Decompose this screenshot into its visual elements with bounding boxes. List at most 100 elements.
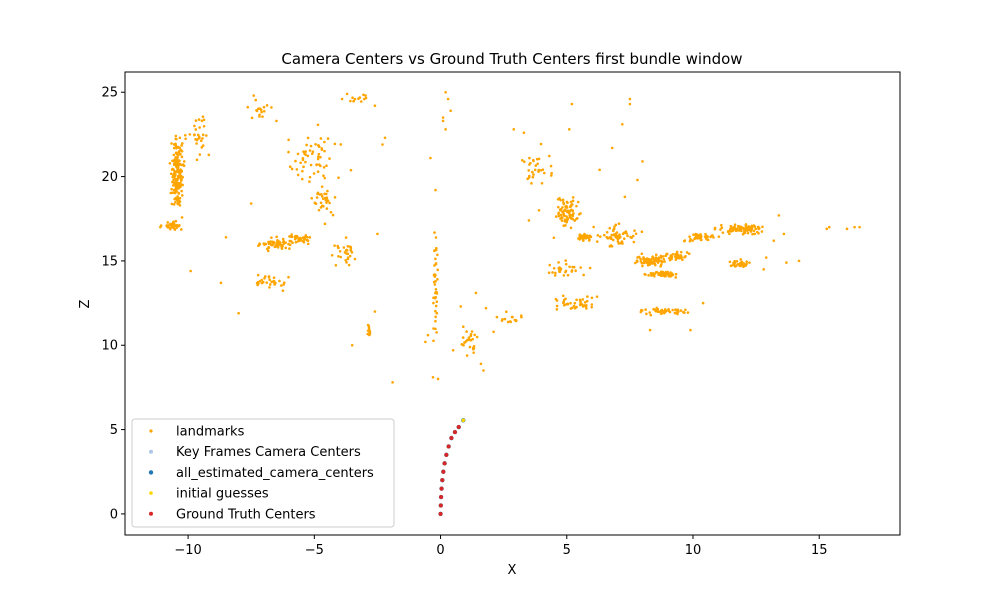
data-point — [180, 189, 183, 193]
data-point — [207, 153, 211, 157]
data-point — [179, 181, 182, 185]
data-point — [202, 118, 206, 122]
data-point — [433, 296, 437, 299]
data-point — [296, 173, 300, 177]
data-point — [671, 308, 674, 312]
data-point — [299, 161, 302, 165]
data-point — [615, 231, 619, 234]
data-point — [262, 105, 266, 109]
data-point — [440, 478, 445, 483]
data-point — [252, 94, 256, 97]
legend-marker — [148, 470, 154, 475]
data-point — [175, 137, 178, 141]
data-point — [434, 309, 437, 313]
data-point — [685, 251, 689, 254]
data-point — [178, 173, 182, 177]
data-point — [640, 230, 644, 234]
data-point — [263, 277, 266, 280]
data-point — [670, 255, 674, 259]
series-1 — [438, 418, 466, 516]
data-point — [531, 170, 534, 174]
data-point — [582, 273, 585, 277]
data-point — [175, 184, 179, 187]
data-point — [180, 163, 183, 167]
data-point — [304, 153, 307, 157]
data-point — [309, 163, 313, 167]
data-point — [180, 155, 184, 159]
data-point — [571, 265, 574, 269]
data-point — [176, 153, 179, 156]
data-point — [559, 198, 562, 202]
data-point — [376, 232, 379, 236]
data-point — [296, 235, 299, 239]
data-point — [611, 238, 615, 242]
data-point — [333, 196, 337, 199]
data-point — [202, 124, 206, 128]
data-point — [172, 203, 176, 206]
data-point — [326, 137, 330, 140]
data-point — [325, 207, 329, 210]
data-point — [189, 269, 192, 273]
data-point — [444, 90, 447, 94]
data-point — [345, 252, 348, 255]
data-point — [658, 272, 662, 275]
data-point — [171, 191, 175, 195]
data-point — [531, 175, 535, 179]
data-point — [319, 137, 323, 140]
data-point — [664, 274, 667, 278]
data-point — [561, 198, 565, 202]
data-point — [308, 175, 312, 179]
data-point — [679, 309, 683, 312]
data-point — [598, 168, 601, 172]
data-point — [686, 311, 690, 314]
data-point — [648, 311, 652, 314]
data-point — [641, 309, 644, 312]
data-point — [434, 319, 437, 323]
data-point — [366, 332, 369, 336]
data-point — [328, 201, 331, 205]
data-point — [706, 238, 710, 242]
data-point — [201, 115, 205, 118]
data-point — [441, 119, 445, 123]
data-point — [301, 239, 305, 243]
data-point — [270, 106, 273, 109]
data-point — [674, 276, 678, 279]
data-point — [575, 204, 578, 208]
data-point — [177, 170, 180, 173]
data-point — [436, 278, 439, 281]
data-point — [178, 136, 182, 140]
data-point — [298, 239, 302, 242]
data-point — [284, 246, 288, 250]
data-point — [628, 97, 632, 101]
data-point — [353, 97, 357, 101]
data-point — [306, 242, 310, 246]
data-point — [181, 194, 184, 197]
data-point — [655, 270, 659, 274]
data-point — [561, 216, 564, 220]
data-point — [659, 256, 663, 259]
data-point — [633, 229, 636, 232]
data-point — [738, 263, 742, 267]
data-point — [322, 166, 326, 169]
data-point — [431, 375, 435, 379]
data-point — [689, 237, 692, 241]
data-point — [281, 237, 285, 241]
data-point — [581, 239, 585, 242]
data-point — [350, 343, 354, 347]
data-point — [353, 257, 357, 261]
data-point — [564, 262, 568, 266]
legend-marker — [149, 491, 153, 495]
series-4 — [438, 425, 461, 516]
data-point — [704, 232, 707, 236]
data-point — [569, 200, 573, 204]
data-point — [636, 178, 639, 182]
legend-label: initial guesses — [176, 487, 269, 502]
series-0 — [159, 90, 861, 384]
data-point — [744, 228, 747, 231]
data-point — [785, 261, 788, 264]
data-point — [603, 233, 606, 237]
data-point — [436, 377, 440, 381]
data-point — [317, 208, 321, 212]
data-point — [556, 205, 560, 209]
data-point — [219, 281, 223, 285]
